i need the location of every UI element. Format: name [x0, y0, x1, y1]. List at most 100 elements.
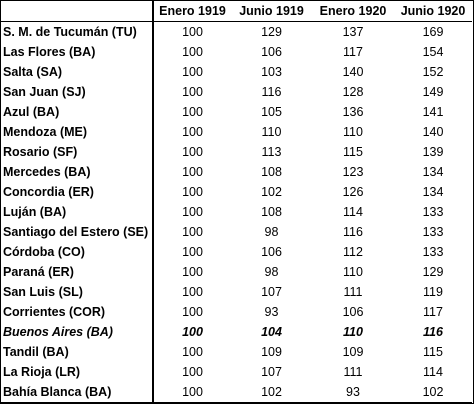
table-row: Mendoza (ME) 100 110 110 140	[1, 122, 472, 142]
table-row: San Luis (SL) 100 107 111 119	[1, 282, 472, 302]
row-value-cell: 104	[261, 325, 282, 339]
row-value-cell: 116	[261, 85, 282, 99]
row-value-cell: 100	[182, 25, 203, 39]
row-value-cell: 98	[264, 225, 279, 239]
table-row: Córdoba (CO) 100 106 112 133	[1, 242, 472, 262]
row-value-cell: 100	[182, 245, 203, 259]
row-value-cell: 169	[422, 25, 444, 39]
row-value-cell: 112	[343, 245, 363, 259]
row-value-cell: 116	[423, 325, 443, 339]
row-value-cell: 106	[261, 245, 282, 259]
row-value-cell: 100	[182, 45, 203, 59]
row-value-cell: 93	[312, 382, 394, 403]
row-value-cell: 114	[423, 365, 443, 379]
table-row: Bahía Blanca (BA) 100 102 93 102	[1, 382, 472, 403]
row-value-cell: 100	[182, 225, 203, 239]
row-city-label: Bahía Blanca (BA)	[1, 382, 154, 403]
row-city-label: Rosario (SF)	[1, 142, 154, 162]
row-value-cell: 100	[182, 85, 203, 99]
row-city-label: San Juan (SJ)	[1, 82, 154, 102]
row-value-cell: 100	[182, 365, 203, 379]
row-value-cell: 103	[261, 65, 282, 79]
row-value-cell: 115	[423, 345, 443, 359]
row-value-cell: 100	[182, 105, 203, 119]
column-header-junio-1920: Junio 1920	[394, 1, 472, 22]
table-row: Salta (SA) 100 103 140 152	[1, 62, 472, 82]
row-value-cell: 117	[423, 305, 443, 319]
row-value-cell: 137	[342, 25, 364, 39]
row-value-cell: 134	[422, 165, 444, 179]
column-header-enero-1920: Enero 1920	[312, 1, 394, 22]
row-value-cell: 106	[261, 45, 282, 59]
row-value-cell: 107	[261, 285, 282, 299]
table-body: S. M. de Tucumán (TU) 100 129 137 169 Las Flo…	[1, 21, 472, 403]
row-value-cell: 129	[261, 25, 282, 39]
row-value-cell: 106	[342, 305, 364, 319]
row-value-cell: 102	[261, 185, 282, 199]
row-city-label: Azul (BA)	[1, 102, 154, 122]
table-row: Corrientes (COR) 100 93 106 117	[1, 302, 472, 322]
row-value-cell: 126	[342, 185, 364, 199]
row-value-cell: 113	[261, 145, 282, 159]
table-row: S. M. de Tucumán (TU) 100 129 137 169	[1, 21, 472, 42]
row-value-cell: 119	[423, 285, 443, 299]
row-value-cell: 100	[182, 65, 203, 79]
row-city-label: Corrientes (COR)	[1, 302, 154, 322]
row-value-cell: 128	[342, 85, 364, 99]
row-value-cell: 139	[422, 145, 444, 159]
table-row: Las Flores (BA) 100 106 117 154	[1, 42, 472, 62]
row-city-label: Paraná (ER)	[1, 262, 154, 282]
row-value-cell: 107	[261, 365, 282, 379]
table-row: Santiago del Estero (SE) 100 98 116 133	[1, 222, 472, 242]
row-value-cell: 129	[422, 265, 444, 279]
table-row: Rosario (SF) 100 113 115 139	[1, 142, 472, 162]
row-value-cell: 108	[261, 165, 282, 179]
row-city-label: La Rioja (LR)	[1, 362, 154, 382]
row-value-cell: 114	[343, 205, 363, 219]
row-value-cell: 110	[343, 325, 363, 339]
row-city-label: Mercedes (BA)	[1, 162, 154, 182]
row-value-cell: 110	[261, 125, 282, 139]
column-header-junio-1919: Junio 1919	[231, 1, 312, 22]
table-row: Buenos Aires (BA) 100 104 110 116	[1, 322, 472, 342]
row-city-label: Salta (SA)	[1, 62, 154, 82]
row-value-cell: 154	[422, 45, 444, 59]
row-value-cell: 100	[182, 265, 203, 279]
row-value-cell: 141	[422, 105, 444, 119]
row-value-cell: 140	[422, 125, 444, 139]
row-city-label: Buenos Aires (BA)	[1, 322, 154, 342]
row-value-cell: 100	[182, 125, 203, 139]
row-value-cell: 102	[394, 382, 472, 403]
row-city-label: Córdoba (CO)	[1, 242, 154, 262]
row-value-cell: 117	[343, 45, 363, 59]
row-value-cell: 105	[261, 105, 282, 119]
row-value-cell: 109	[342, 345, 364, 359]
table-row: La Rioja (LR) 100 107 111 114	[1, 362, 472, 382]
row-value-cell: 100	[182, 145, 203, 159]
table-row: Concordia (ER) 100 102 126 134	[1, 182, 472, 202]
row-city-label: Luján (BA)	[1, 202, 154, 222]
row-value-cell: 133	[422, 245, 444, 259]
row-value-cell: 110	[343, 265, 363, 279]
row-city-label: S. M. de Tucumán (TU)	[1, 21, 154, 42]
row-value-cell: 93	[264, 305, 279, 319]
row-value-cell: 123	[342, 165, 364, 179]
row-value-cell: 108	[261, 205, 282, 219]
row-value-cell: 100	[182, 305, 203, 319]
row-value-cell: 152	[422, 65, 444, 79]
row-city-label: Mendoza (ME)	[1, 122, 154, 142]
row-city-label: Santiago del Estero (SE)	[1, 222, 154, 242]
row-value-cell: 110	[343, 125, 363, 139]
table-row: Tandil (BA) 100 109 109 115	[1, 342, 472, 362]
row-value-cell: 100	[182, 165, 203, 179]
row-value-cell: 100	[182, 285, 203, 299]
table-row: San Juan (SJ) 100 116 128 149	[1, 82, 472, 102]
row-value-cell: 136	[342, 105, 364, 119]
row-value-cell: 149	[422, 85, 444, 99]
row-value-cell: 100	[182, 325, 203, 339]
row-value-cell: 102	[231, 382, 312, 403]
row-value-cell: 134	[422, 185, 444, 199]
row-value-cell: 98	[264, 265, 279, 279]
